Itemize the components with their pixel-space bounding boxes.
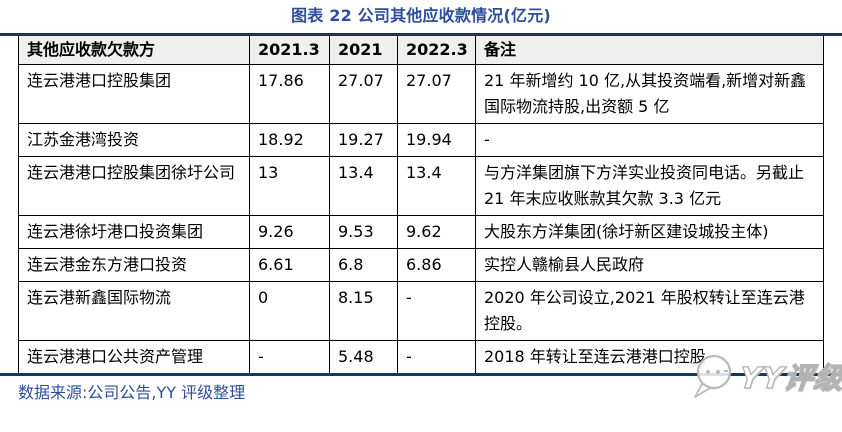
table-row: 连云港新鑫国际物流 0 8.15 - 2020 年公司设立,2021 年股权转让…	[18, 281, 824, 341]
debtor-name-cell: 连云港徐圩港口投资集团	[18, 215, 250, 249]
value-cell: 17.86	[249, 64, 330, 124]
remark-cell: 2018 年转让至连云港港口控股	[475, 340, 824, 373]
value-cell: 27.07	[397, 64, 476, 124]
value-cell: 8.15	[329, 281, 398, 341]
value-cell: 9.62	[397, 215, 476, 249]
value-cell: -	[397, 340, 476, 373]
table-row: 连云港港口控股集团 17.86 27.07 27.07 21 年新增约 10 亿…	[18, 64, 824, 124]
header-2021-3: 2021.3	[249, 36, 330, 65]
figure-title: 图表 22 公司其他应收款情况(亿元)	[291, 6, 551, 25]
value-cell: 6.8	[329, 248, 398, 282]
debtor-name-cell: 连云港港口控股集团徐圩公司	[18, 156, 250, 216]
table-row: 连云港港口公共资产管理 - 5.48 - 2018 年转让至连云港港口控股	[18, 340, 824, 373]
value-cell: 9.53	[329, 215, 398, 249]
table-row: 连云港金东方港口投资 6.61 6.8 6.86 实控人赣榆县人民政府	[18, 248, 824, 282]
remark-cell: 2020 年公司设立,2021 年股权转让至连云港控股。	[475, 281, 824, 341]
value-cell: 13	[249, 156, 330, 216]
receivables-table: 其他应收款欠款方 2021.3 2021 2022.3 备注 连云港港口控股集团…	[18, 36, 824, 373]
remark-cell: 与方洋集团旗下方洋实业投资同电话。另截止 21 年末应收账款其欠款 3.3 亿元	[475, 156, 824, 216]
data-source-note: 数据来源:公司公告,YY 评级整理	[18, 383, 246, 402]
value-cell: 0	[249, 281, 330, 341]
header-2021: 2021	[329, 36, 398, 65]
header-debtor: 其他应收款欠款方	[18, 36, 250, 65]
table-row: 江苏金港湾投资 18.92 19.27 19.94 -	[18, 123, 824, 157]
debtor-name-cell: 连云港新鑫国际物流	[18, 281, 250, 341]
value-cell: 13.4	[397, 156, 476, 216]
debtor-name-cell: 连云港金东方港口投资	[18, 248, 250, 282]
table-outer-rules: 其他应收款欠款方 2021.3 2021 2022.3 备注 连云港港口控股集团…	[0, 33, 842, 376]
debtor-name-cell: 江苏金港湾投资	[18, 123, 250, 157]
remark-cell: 21 年新增约 10 亿,从其投资端看,新增对新鑫国际物流持股,出资额 5 亿	[475, 64, 824, 124]
header-2022-3: 2022.3	[397, 36, 476, 65]
remark-cell: 实控人赣榆县人民政府	[475, 248, 824, 282]
remark-cell: -	[475, 123, 824, 157]
value-cell: 27.07	[329, 64, 398, 124]
value-cell: -	[249, 340, 330, 373]
value-cell: 9.26	[249, 215, 330, 249]
value-cell: 6.61	[249, 248, 330, 282]
table-row: 连云港港口控股集团徐圩公司 13 13.4 13.4 与方洋集团旗下方洋实业投资…	[18, 156, 824, 216]
value-cell: 19.94	[397, 123, 476, 157]
table-header-row: 其他应收款欠款方 2021.3 2021 2022.3 备注	[18, 36, 824, 65]
value-cell: 19.27	[329, 123, 398, 157]
value-cell: 5.48	[329, 340, 398, 373]
table-row: 连云港徐圩港口投资集团 9.26 9.53 9.62 大股东方洋集团(徐圩新区建…	[18, 215, 824, 249]
debtor-name-cell: 连云港港口控股集团	[18, 64, 250, 124]
value-cell: 18.92	[249, 123, 330, 157]
remark-cell: 大股东方洋集团(徐圩新区建设城投主体)	[475, 215, 824, 249]
header-remark: 备注	[475, 36, 824, 65]
debtor-name-cell: 连云港港口公共资产管理	[18, 340, 250, 373]
value-cell: -	[397, 281, 476, 341]
value-cell: 6.86	[397, 248, 476, 282]
value-cell: 13.4	[329, 156, 398, 216]
